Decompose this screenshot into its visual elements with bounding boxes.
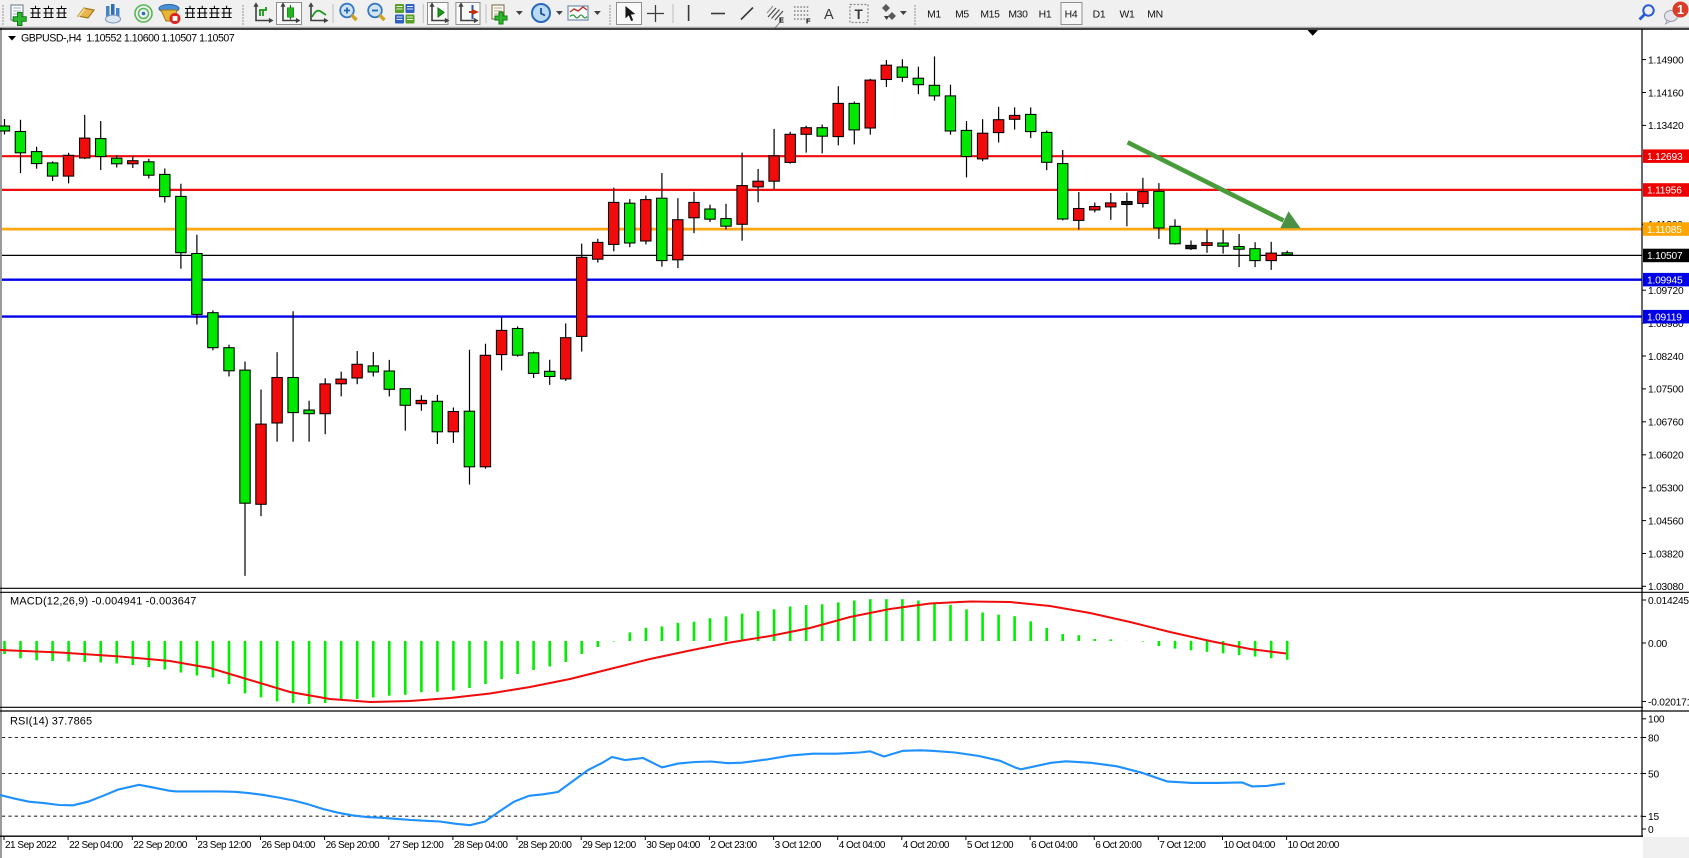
svg-text:E: E	[779, 16, 784, 25]
svg-text:H4: H4	[1065, 9, 1078, 20]
svg-text:1.14900: 1.14900	[1648, 55, 1684, 66]
svg-text:10 Oct 20:00: 10 Oct 20:00	[1288, 840, 1340, 851]
svg-text:7 Oct 12:00: 7 Oct 12:00	[1159, 840, 1206, 851]
svg-text:M5: M5	[955, 9, 969, 20]
svg-text:M1: M1	[927, 9, 941, 20]
svg-text:10 Oct 04:00: 10 Oct 04:00	[1224, 840, 1276, 851]
svg-text:1.09945: 1.09945	[1647, 276, 1683, 287]
svg-text:0.00: 0.00	[1648, 639, 1668, 650]
svg-text:1: 1	[1677, 3, 1684, 17]
svg-text:30 Sep 04:00: 30 Sep 04:00	[646, 840, 700, 851]
svg-text:4 Oct 20:00: 4 Oct 20:00	[903, 840, 950, 851]
svg-text:H1: H1	[1039, 9, 1052, 20]
svg-text:100: 100	[1648, 715, 1665, 726]
svg-text:23 Sep 12:00: 23 Sep 12:00	[197, 840, 251, 851]
svg-text:80: 80	[1648, 733, 1659, 744]
svg-text:T: T	[855, 7, 864, 22]
svg-text:0: 0	[1648, 825, 1654, 836]
svg-text:6 Oct 20:00: 6 Oct 20:00	[1095, 840, 1142, 851]
svg-text:1.05300: 1.05300	[1648, 484, 1684, 495]
svg-text:26 Sep 20:00: 26 Sep 20:00	[326, 840, 380, 851]
svg-text:1.10507: 1.10507	[1647, 251, 1683, 262]
svg-text:50: 50	[1648, 769, 1659, 780]
svg-text:1.14160: 1.14160	[1648, 88, 1684, 99]
svg-text:D1: D1	[1093, 9, 1106, 20]
svg-text:6 Oct 04:00: 6 Oct 04:00	[1031, 840, 1078, 851]
svg-text:1.06760: 1.06760	[1648, 418, 1684, 429]
svg-text:1.08240: 1.08240	[1648, 352, 1684, 363]
svg-text:F: F	[806, 17, 811, 26]
svg-text:21 Sep 2022: 21 Sep 2022	[5, 840, 57, 851]
svg-text:MN: MN	[1147, 9, 1163, 20]
svg-text:1.11085: 1.11085	[1647, 225, 1682, 236]
svg-text:28 Sep 04:00: 28 Sep 04:00	[454, 840, 508, 851]
svg-text:GBPUSD-,H4 1.10552 1.10600 1.: GBPUSD-,H4 1.10552 1.10600 1.10507 1.105…	[21, 32, 235, 44]
svg-text:26 Sep 04:00: 26 Sep 04:00	[262, 840, 316, 851]
svg-text:28 Sep 20:00: 28 Sep 20:00	[518, 840, 572, 851]
svg-text:A: A	[824, 7, 834, 23]
svg-text:1.04560: 1.04560	[1648, 516, 1684, 527]
svg-text:M15: M15	[980, 9, 1000, 20]
svg-text:1.08980: 1.08980	[1648, 319, 1684, 330]
svg-text:15: 15	[1648, 812, 1659, 823]
svg-text:1.03820: 1.03820	[1648, 549, 1684, 560]
svg-text:1.09720: 1.09720	[1648, 286, 1684, 297]
svg-text:5 Oct 12:00: 5 Oct 12:00	[967, 840, 1014, 851]
svg-text:RSI(14) 37.7865: RSI(14) 37.7865	[10, 716, 92, 728]
svg-text:27 Sep 12:00: 27 Sep 12:00	[390, 840, 444, 851]
svg-text:3 Oct 12:00: 3 Oct 12:00	[775, 840, 822, 851]
svg-text:MACD(12,26,9) -0.004941 -0.003: MACD(12,26,9) -0.004941 -0.003647	[10, 596, 197, 608]
svg-text:22 Sep 20:00: 22 Sep 20:00	[133, 840, 187, 851]
svg-text:1.11956: 1.11956	[1647, 186, 1682, 197]
svg-text:M30: M30	[1008, 9, 1028, 20]
svg-text:4 Oct 04:00: 4 Oct 04:00	[839, 840, 886, 851]
svg-text:1.09119: 1.09119	[1647, 312, 1682, 323]
svg-text:1.12693: 1.12693	[1647, 152, 1683, 163]
svg-text:-0.020171: -0.020171	[1648, 697, 1689, 708]
svg-text:1.06020: 1.06020	[1648, 451, 1684, 462]
svg-text:W1: W1	[1120, 9, 1136, 20]
svg-text:2 Oct 23:00: 2 Oct 23:00	[710, 840, 757, 851]
svg-text:1.07500: 1.07500	[1648, 385, 1684, 396]
svg-text:29 Sep 12:00: 29 Sep 12:00	[582, 840, 636, 851]
svg-text:1.13420: 1.13420	[1648, 121, 1684, 132]
svg-text:0.014245: 0.014245	[1648, 596, 1689, 607]
svg-text:1.03080: 1.03080	[1648, 582, 1684, 593]
svg-text:22 Sep 04:00: 22 Sep 04:00	[69, 840, 123, 851]
